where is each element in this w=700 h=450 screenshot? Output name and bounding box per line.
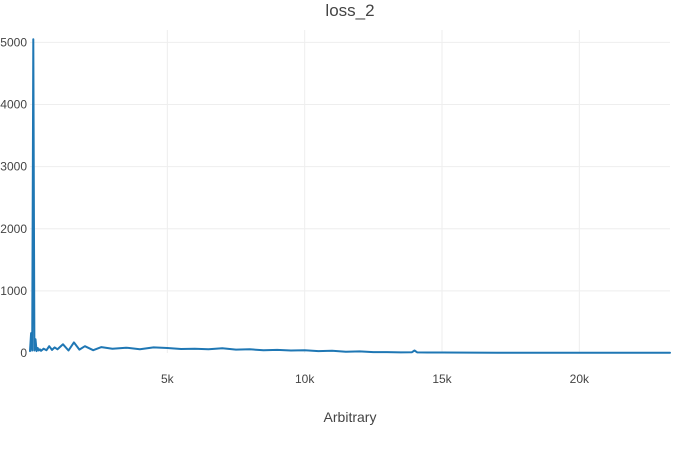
- x-tick-label: 10k: [295, 372, 315, 386]
- y-tick-label: 0: [20, 346, 27, 360]
- series-layer: [29, 38, 671, 354]
- x-axis-label: Arbitrary: [324, 409, 377, 425]
- grid-layer: [30, 30, 670, 353]
- x-tick-label: 5k: [161, 372, 175, 386]
- y-tick-label: 4000: [0, 98, 27, 112]
- axis-layer: 0 1000 2000 3000 4000 5000 5k 10k 15k 20k: [0, 35, 590, 386]
- y-tick-label: 5000: [0, 35, 27, 49]
- series-line: [29, 38, 671, 354]
- x-tick-label: 15k: [432, 372, 452, 386]
- y-tick-label: 2000: [0, 222, 27, 236]
- x-tick-label: 20k: [570, 372, 590, 386]
- chart-title: loss_2: [325, 1, 374, 20]
- y-tick-label: 1000: [0, 284, 27, 298]
- y-tick-label: 3000: [0, 160, 27, 174]
